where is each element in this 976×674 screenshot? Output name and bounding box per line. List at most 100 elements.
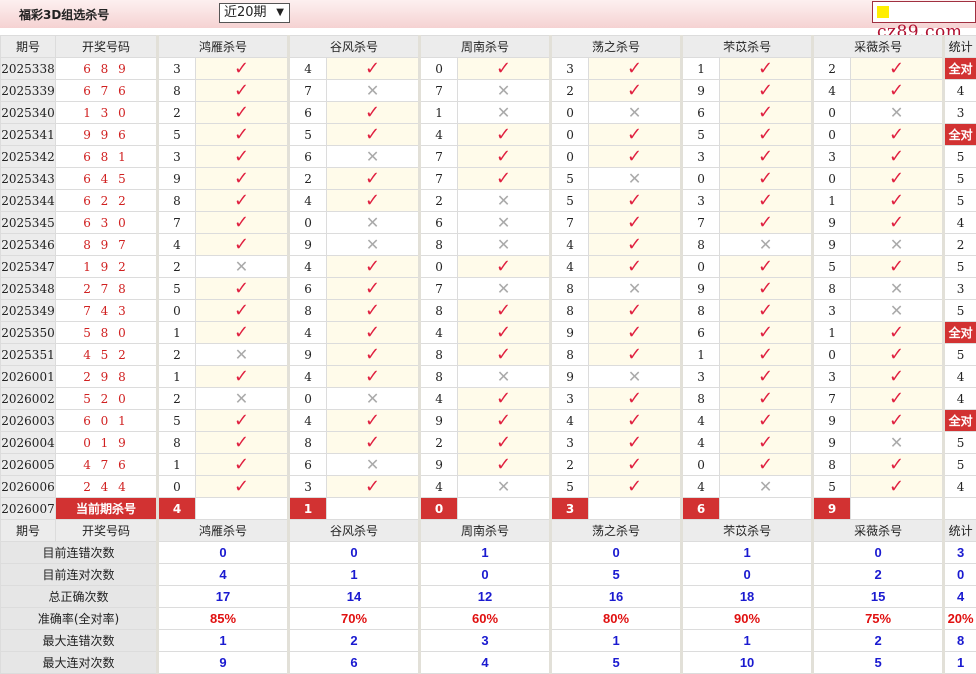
check-icon: ✓	[365, 410, 380, 431]
kill-number: 6	[289, 454, 327, 476]
check-icon: ✓	[889, 124, 904, 145]
result-cell: ✓	[589, 80, 682, 102]
result-cell: ✓	[458, 168, 551, 190]
current-kill-number: 9	[813, 498, 851, 520]
check-icon: ✓	[758, 366, 773, 387]
result-cell: ✓	[589, 322, 682, 344]
check-icon: ✓	[758, 212, 773, 233]
result-cell: ✕	[589, 278, 682, 300]
draw-number: 5 2 0	[56, 388, 158, 410]
kill-number: 4	[158, 234, 196, 256]
draw-number: 6 4 5	[56, 168, 158, 190]
cross-icon: ✕	[497, 477, 510, 496]
result-cell: ✓	[720, 322, 813, 344]
kill-number: 0	[682, 168, 720, 190]
period-cell: 2026004	[1, 432, 56, 454]
cross-icon: ✕	[890, 279, 903, 298]
kill-number: 8	[813, 454, 851, 476]
result-cell: ✓	[851, 322, 944, 344]
cross-icon: ✕	[497, 81, 510, 100]
kill-number: 5	[551, 190, 589, 212]
period-cell: 2025341	[1, 124, 56, 146]
draw-number: 6 7 6	[56, 80, 158, 102]
draw-number: 6 8 1	[56, 146, 158, 168]
stats-value: 1	[944, 652, 976, 674]
cross-icon: ✕	[890, 433, 903, 452]
kill-number: 7	[420, 146, 458, 168]
kill-number: 4	[420, 388, 458, 410]
check-icon: ✓	[627, 190, 642, 211]
check-icon: ✓	[496, 454, 511, 475]
result-cell: ✓	[851, 58, 944, 80]
site-logo[interactable]: cz89.com	[872, 1, 976, 23]
draw-number: 2 7 8	[56, 278, 158, 300]
result-cell: ✓	[720, 168, 813, 190]
check-icon: ✓	[234, 234, 249, 255]
result-cell: ✓	[458, 454, 551, 476]
check-icon: ✓	[496, 388, 511, 409]
result-cell: ✓	[720, 80, 813, 102]
kill-number: 1	[158, 454, 196, 476]
empty-cell	[851, 498, 944, 520]
result-cell: ✓	[720, 300, 813, 322]
kill-number: 0	[551, 124, 589, 146]
check-icon: ✓	[627, 344, 642, 365]
kill-number: 2	[551, 80, 589, 102]
check-icon: ✓	[889, 80, 904, 101]
result-cell: ✓	[327, 366, 420, 388]
check-icon: ✓	[365, 278, 380, 299]
draw-number: 7 4 3	[56, 300, 158, 322]
draw-number: 4 5 2	[56, 344, 158, 366]
result-cell: ✓	[720, 410, 813, 432]
period-cell: 2026002	[1, 388, 56, 410]
kill-number: 1	[682, 344, 720, 366]
stats-value: 75%	[813, 608, 944, 630]
kill-number: 1	[813, 322, 851, 344]
kill-number: 3	[682, 366, 720, 388]
kill-number: 7	[420, 278, 458, 300]
check-icon: ✓	[496, 322, 511, 343]
correct-count: 5	[944, 432, 976, 454]
current-kill-number: 4	[158, 498, 196, 520]
result-cell: ✕	[458, 190, 551, 212]
check-icon: ✓	[627, 146, 642, 167]
period-cell: 2025350	[1, 322, 56, 344]
chevron-down-icon: ▼	[276, 4, 284, 22]
stats-value: 85%	[158, 608, 289, 630]
kill-number: 7	[289, 80, 327, 102]
kill-number: 4	[420, 124, 458, 146]
kill-number: 4	[682, 410, 720, 432]
correct-count: 2	[944, 234, 976, 256]
kill-number: 4	[551, 234, 589, 256]
result-cell: ✓	[196, 322, 289, 344]
check-icon: ✓	[496, 256, 511, 277]
result-cell: ✓	[196, 102, 289, 124]
kill-number: 0	[682, 256, 720, 278]
kill-number: 0	[158, 300, 196, 322]
result-cell: ✕	[458, 366, 551, 388]
stats-value: 1	[420, 542, 551, 564]
kill-number: 3	[551, 432, 589, 454]
stats-value: 70%	[289, 608, 420, 630]
cross-icon: ✕	[890, 103, 903, 122]
check-icon: ✓	[889, 146, 904, 167]
draw-number: 6 3 0	[56, 212, 158, 234]
current-kill-number: 0	[420, 498, 458, 520]
empty-cell	[458, 498, 551, 520]
result-cell: ✕	[196, 388, 289, 410]
stats-value: 0	[682, 564, 813, 586]
kill-number: 8	[289, 432, 327, 454]
kill-number: 1	[682, 58, 720, 80]
range-select[interactable]: 近20期▼	[219, 3, 290, 23]
check-icon: ✓	[889, 58, 904, 79]
kill-number: 8	[158, 432, 196, 454]
check-icon: ✓	[627, 410, 642, 431]
correct-count: 3	[944, 278, 976, 300]
